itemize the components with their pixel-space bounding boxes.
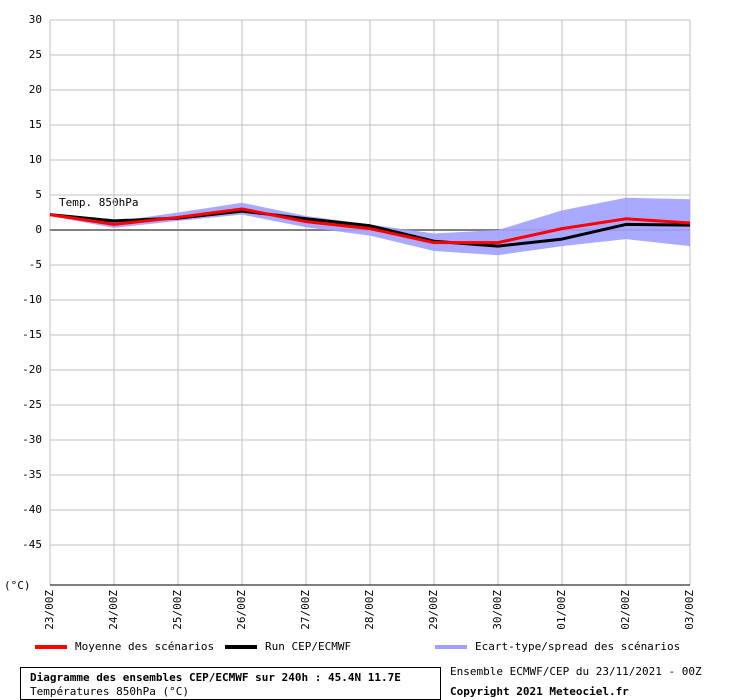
y-tick-label: 0 [35, 223, 42, 236]
annotation: Temp. 850hPa [59, 196, 138, 209]
y-tick-label: 15 [29, 118, 42, 131]
y-axis-label: (°C) [4, 579, 31, 592]
y-tick-label: -40 [22, 503, 42, 516]
x-tick-label: 03/00Z [683, 590, 696, 630]
x-tick-label: 24/00Z [107, 590, 120, 630]
x-tick-label: 30/00Z [491, 590, 504, 630]
x-tick-label: 01/00Z [555, 590, 568, 630]
series-line [49, 207, 691, 245]
y-tick-label: 10 [29, 153, 42, 166]
legend-label: Ecart-type/spread des scénarios [475, 640, 680, 653]
y-tick-label: 20 [29, 83, 42, 96]
chart-title: Diagramme des ensembles CEP/ECMWF sur 24… [30, 671, 401, 684]
y-tick-label: -30 [22, 433, 42, 446]
y-tick-label: -20 [22, 363, 42, 376]
y-tick-label: -10 [22, 293, 42, 306]
copyright: Copyright 2021 Meteociel.fr [450, 685, 629, 698]
x-tick-label: 27/00Z [299, 590, 312, 630]
chart-subtitle: Températures 850hPa (°C) [30, 685, 189, 698]
x-tick-label: 23/00Z [43, 590, 56, 630]
y-tick-label: -25 [22, 398, 42, 411]
x-tick-label: 02/00Z [619, 590, 632, 630]
y-tick-label: -45 [22, 538, 42, 551]
source: Ensemble ECMWF/CEP du 23/11/2021 - 00Z [450, 665, 702, 678]
legend-label: Moyenne des scénarios [75, 640, 214, 653]
x-tick-label: 28/00Z [363, 590, 376, 630]
legend-label: Run CEP/ECMWF [265, 640, 351, 653]
y-tick-label: -15 [22, 328, 42, 341]
y-tick-label: 30 [29, 13, 42, 26]
x-tick-label: 26/00Z [235, 590, 248, 630]
y-tick-label: 25 [29, 48, 42, 61]
y-tick-label: 5 [35, 188, 42, 201]
x-tick-label: 29/00Z [427, 590, 440, 630]
x-tick-label: 25/00Z [171, 590, 184, 630]
y-tick-label: -5 [29, 258, 42, 271]
y-tick-label: -35 [22, 468, 42, 481]
